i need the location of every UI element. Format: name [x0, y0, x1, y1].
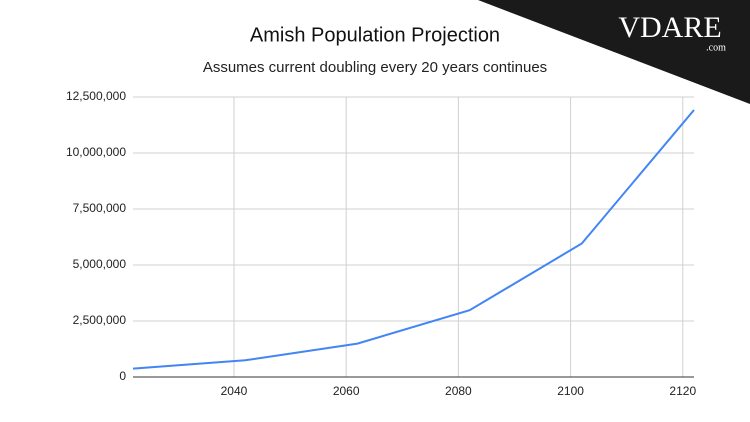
y-tick-label: 5,000,000	[73, 257, 127, 271]
y-tick-label: 2,500,000	[73, 313, 127, 327]
x-tick-label: 2040	[221, 384, 248, 398]
line-series	[132, 109, 695, 370]
y-tick-label: 10,000,000	[66, 145, 126, 159]
watermark-banner	[478, 0, 750, 104]
x-tick-label: 2060	[333, 384, 360, 398]
watermark-suffix: .com	[706, 42, 726, 53]
chart-title: Amish Population Projection	[250, 24, 500, 46]
watermark-text: VDARE	[618, 11, 721, 44]
x-tick-label: 2120	[669, 384, 696, 398]
y-tick-label: 12,500,000	[66, 89, 126, 103]
chart-subtitle: Assumes current doubling every 20 years …	[203, 59, 547, 76]
y-tick-label: 0	[119, 369, 126, 383]
x-tick-label: 2080	[445, 384, 472, 398]
y-tick-label: 7,500,000	[73, 201, 127, 215]
x-tick-label: 2100	[557, 384, 584, 398]
